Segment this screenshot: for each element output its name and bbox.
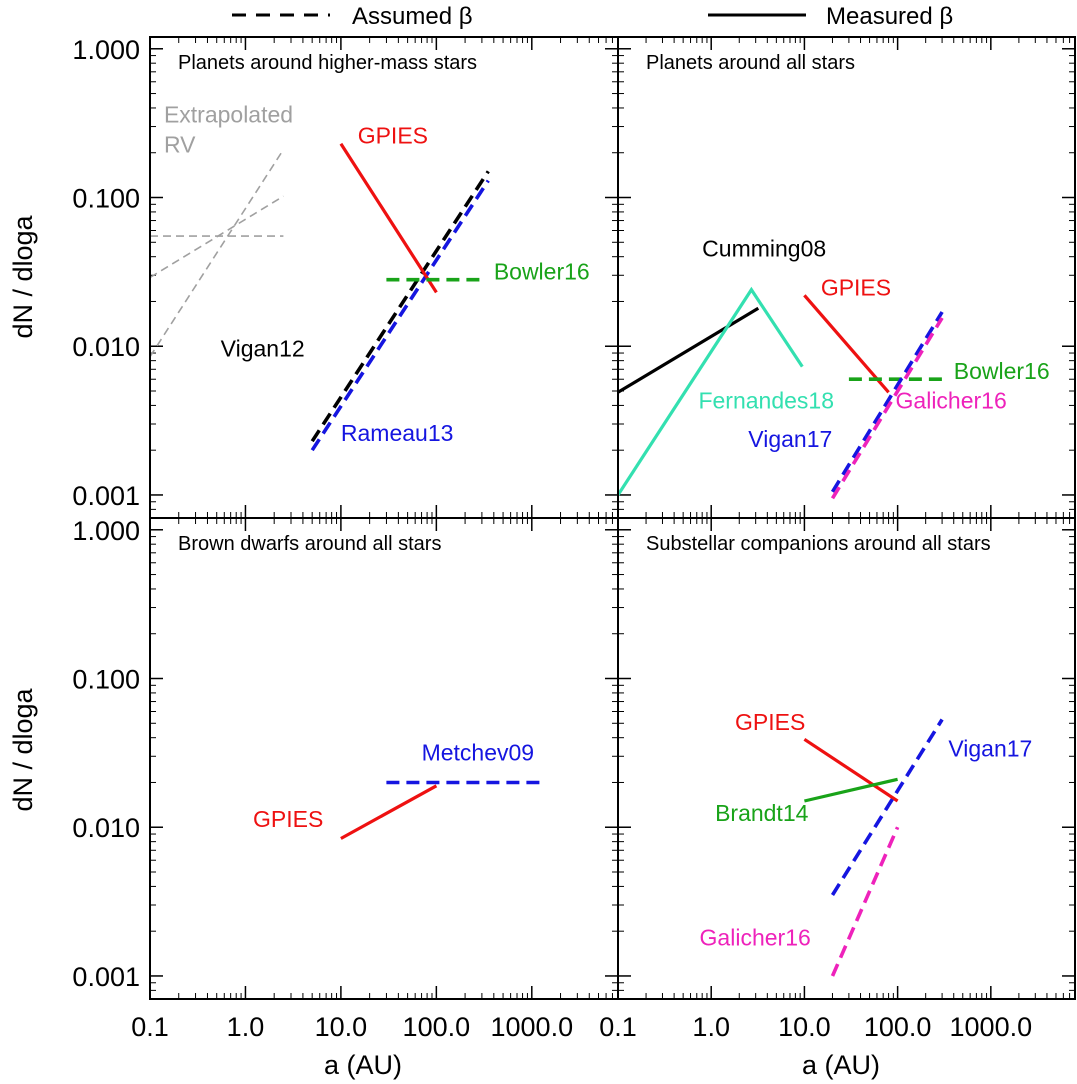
series-label: Vigan17 — [948, 735, 1032, 761]
series-line-magenta-6 — [830, 316, 944, 500]
x-axis-title-left: a (AU) — [324, 1050, 402, 1080]
panel-2: Cumming08 GPIES Bowler16 Fernandes18 Galiche… — [616, 36, 1076, 519]
panel-title: Planets around all stars — [646, 52, 855, 74]
plot-frame — [617, 517, 1076, 1000]
series-label: GPIES — [821, 274, 891, 300]
x-tick-label: 1000.0 — [491, 1012, 574, 1042]
x-tick-label: 0.1 — [599, 1012, 637, 1042]
series-line-red-6 — [339, 142, 438, 294]
series-line-red-3 — [803, 294, 890, 394]
panels: 1.000 0.100 0.010 0.001 Extrapolated RV GPIES B… — [72, 35, 1076, 1042]
y-tick-label: 1.000 — [72, 516, 140, 546]
series-line-red-1 — [340, 784, 438, 840]
panel-1: 1.000 0.100 0.010 0.001 Extrapolated RV GPIES B… — [72, 35, 619, 519]
series-line-red-1 — [803, 737, 899, 803]
y-tick-label: 0.100 — [72, 184, 140, 214]
y-axis-title-bottom: dN / dloga — [8, 687, 38, 811]
series-label: Metchev09 — [422, 740, 535, 766]
legend: Assumed β Measured β — [232, 3, 953, 30]
series-label: Vigan17 — [748, 426, 832, 452]
panel-4: 0.1 1.0 10.0 100.0 1000.0 GPIES Vigan17 Brandt1… — [599, 517, 1076, 1042]
panel-title: Planets around higher-mass stars — [178, 52, 477, 74]
series-line-magenta-4 — [830, 826, 900, 977]
series-line-gray-1 — [149, 149, 285, 358]
x-tick-label: 100.0 — [864, 1012, 932, 1042]
series-label: GPIES — [253, 806, 323, 832]
series-label: RV — [164, 132, 196, 158]
series-label: Cumming08 — [702, 236, 826, 262]
series-label: Rameau13 — [341, 420, 454, 446]
y-tick-label: 0.010 — [72, 813, 140, 843]
x-tick-label: 1.0 — [692, 1012, 730, 1042]
series-line-blue-5 — [310, 179, 490, 452]
series-line-black-4 — [310, 170, 490, 443]
y-tick-label: 0.010 — [72, 332, 140, 362]
series-line-blue-3 — [830, 718, 944, 896]
x-tick-label: 1000.0 — [950, 1012, 1033, 1042]
series-line-teal-2 — [616, 286, 804, 496]
series-label: GPIES — [735, 709, 805, 735]
y-tick-label: 1.000 — [72, 35, 140, 65]
y-axis-title-top: dN / dloga — [8, 214, 38, 338]
series-label: Extrapolated — [164, 101, 293, 127]
panel-3: 0.1 1.0 10.0 100.0 1000.0 1.000 0.100 0.010 0.00… — [72, 516, 619, 1042]
legend-label-measured: Measured β — [826, 3, 953, 30]
plot-frame — [149, 517, 619, 1000]
series-line-green-2 — [804, 777, 898, 803]
series-label: Vigan12 — [221, 336, 305, 362]
series-label: GPIES — [358, 123, 428, 149]
series-label: Bowler16 — [494, 259, 590, 285]
x-tick-label: 10.0 — [778, 1012, 831, 1042]
panel-title: Brown dwarfs around all stars — [178, 533, 441, 555]
series-label: Bowler16 — [954, 358, 1050, 384]
series-label: Galicher16 — [896, 388, 1007, 414]
y-tick-label: 0.100 — [72, 665, 140, 695]
series-label: Fernandes18 — [698, 388, 834, 414]
x-axis-title-right: a (AU) — [802, 1050, 880, 1080]
y-tick-label: 0.001 — [72, 481, 140, 511]
x-tick-label: 0.1 — [131, 1012, 169, 1042]
series-label: Brandt14 — [715, 800, 809, 826]
legend-label-assumed: Assumed β — [352, 3, 473, 30]
series-line-blue-5 — [830, 311, 944, 493]
series-line-black-1 — [617, 306, 760, 394]
panel-title: Substellar companions around all stars — [646, 533, 991, 555]
x-tick-label: 10.0 — [315, 1012, 368, 1042]
series-label: Galicher16 — [700, 925, 811, 951]
x-tick-label: 100.0 — [403, 1012, 471, 1042]
y-tick-label: 0.001 — [72, 962, 140, 992]
x-tick-label: 1.0 — [227, 1012, 265, 1042]
